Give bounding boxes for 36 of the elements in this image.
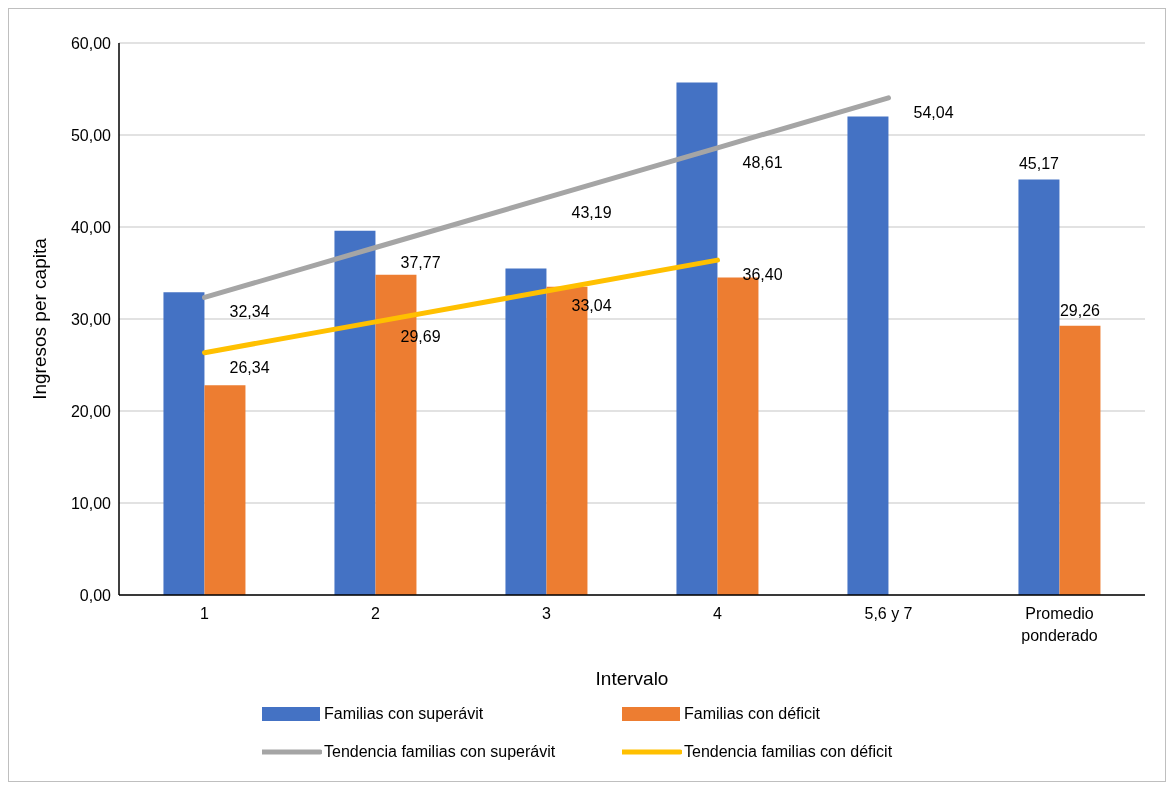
x-tick-label: 1 xyxy=(200,605,210,622)
bar xyxy=(505,268,547,595)
data-label: 32,34 xyxy=(229,303,270,321)
bar xyxy=(847,116,889,595)
legend-label: Tendencia familias con superávit xyxy=(324,743,556,761)
data-label: 45,17 xyxy=(1018,155,1060,173)
y-tick-label: 40,00 xyxy=(70,218,112,236)
x-axis-title: Intervalo xyxy=(595,668,669,689)
y-axis-title: Ingresos per capita xyxy=(28,237,50,400)
y-tick-label: 0,00 xyxy=(79,586,112,604)
bar xyxy=(334,230,376,595)
y-tick-label: 30,00 xyxy=(70,310,112,328)
data-label: 29,26 xyxy=(1059,301,1101,319)
y-tick-label: 20,00 xyxy=(70,402,112,420)
x-tick-label: 4 xyxy=(713,605,723,622)
data-label: 54,04 xyxy=(913,103,954,121)
x-tick-label: 5,6 y 7 xyxy=(864,605,913,622)
x-tick-label: Promedio ponderado xyxy=(1021,605,1098,644)
bar xyxy=(1059,325,1101,595)
bar xyxy=(204,385,246,595)
bar xyxy=(163,292,205,595)
data-label: 48,61 xyxy=(742,153,783,171)
data-label: 37,77 xyxy=(400,253,441,271)
x-tick-label: 3 xyxy=(542,605,552,622)
legend-label: Familias con superávit xyxy=(324,705,484,723)
legend-label: Familias con déficit xyxy=(684,705,821,723)
legend-label: Tendencia familias con déficit xyxy=(684,743,893,761)
bar xyxy=(676,82,718,595)
bar xyxy=(1018,179,1060,595)
y-tick-label: 60,00 xyxy=(70,34,112,52)
data-label: 43,19 xyxy=(571,203,612,221)
y-tick-label: 50,00 xyxy=(70,126,112,144)
data-label: 26,34 xyxy=(229,358,270,376)
data-label: 36,40 xyxy=(742,266,783,284)
x-tick-label: 2 xyxy=(371,605,381,622)
y-tick-label: 10,00 xyxy=(70,494,112,512)
